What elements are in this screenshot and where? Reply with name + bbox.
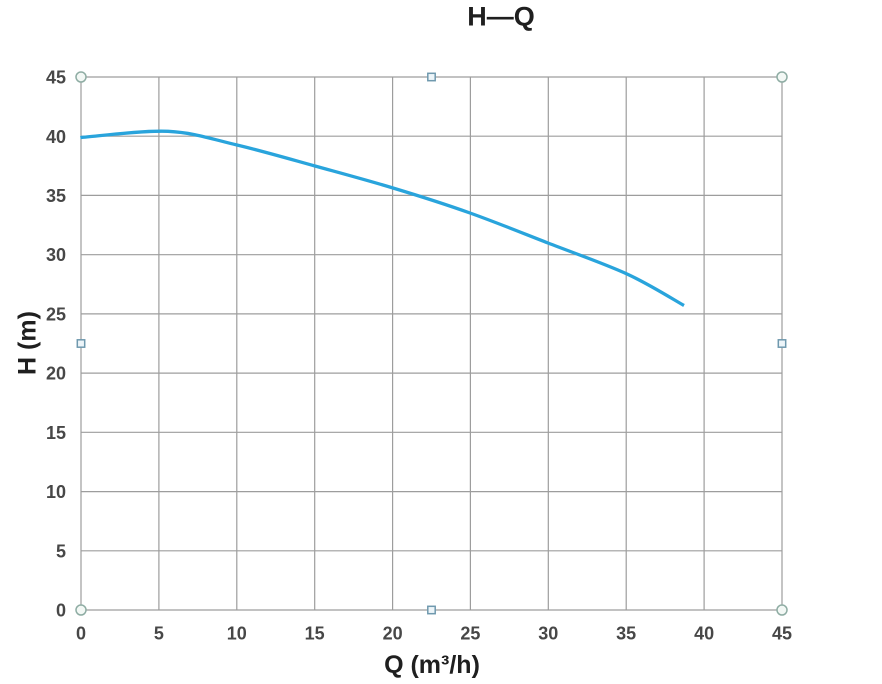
svg-text:20: 20 <box>46 364 66 384</box>
svg-text:Q (m³/h): Q (m³/h) <box>384 651 480 679</box>
svg-text:H—Q: H—Q <box>467 2 535 32</box>
svg-text:40: 40 <box>694 623 714 643</box>
svg-text:H (m): H (m) <box>14 311 42 375</box>
svg-text:5: 5 <box>56 541 66 561</box>
svg-text:30: 30 <box>46 245 66 265</box>
svg-text:0: 0 <box>76 623 86 643</box>
svg-text:10: 10 <box>227 623 247 643</box>
svg-text:25: 25 <box>460 623 480 643</box>
svg-text:30: 30 <box>538 623 558 643</box>
svg-text:35: 35 <box>46 186 66 206</box>
svg-text:45: 45 <box>46 68 66 88</box>
svg-text:0: 0 <box>56 601 66 621</box>
svg-text:35: 35 <box>616 623 636 643</box>
svg-text:5: 5 <box>154 623 164 643</box>
svg-text:10: 10 <box>46 482 66 502</box>
svg-text:40: 40 <box>46 127 66 147</box>
svg-text:20: 20 <box>383 623 403 643</box>
svg-text:15: 15 <box>305 623 325 643</box>
svg-text:25: 25 <box>46 305 66 325</box>
svg-text:45: 45 <box>772 623 792 643</box>
svg-text:15: 15 <box>46 423 66 443</box>
